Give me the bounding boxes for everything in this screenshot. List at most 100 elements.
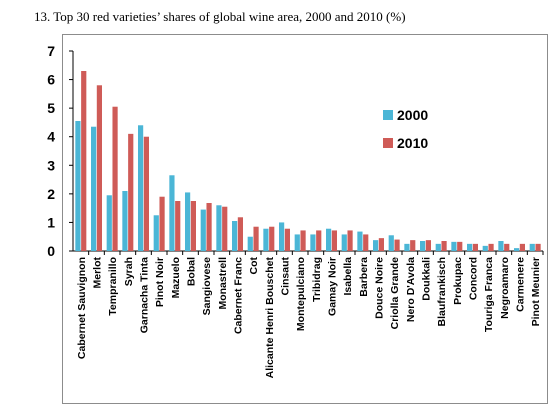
legend-label-2000: 2000 xyxy=(397,107,428,123)
bar-2010 xyxy=(519,243,525,251)
bar-2000 xyxy=(373,240,379,251)
x-tick-label: Alicante Henri Bouschet xyxy=(264,257,276,379)
bar-2010 xyxy=(269,226,275,251)
bar-2000 xyxy=(200,209,206,251)
bar-2000 xyxy=(388,235,394,251)
bar-2000 xyxy=(169,175,175,251)
x-tick-label: Cinsaut xyxy=(280,257,292,296)
bar-2000 xyxy=(122,191,128,251)
x-tick-label: Prokupac xyxy=(452,257,464,305)
bar-2000 xyxy=(185,192,191,251)
chart-frame: 0 1 2 3 4 5 6 7 Cabernet Sauvignon Merlot Temprani… xyxy=(47,34,548,404)
bar-2010 xyxy=(237,217,243,251)
x-tick-label: Merlot xyxy=(92,256,104,288)
bar-2000 xyxy=(341,234,347,251)
bar-2000 xyxy=(91,126,97,251)
x-tick-label: Tempranillo xyxy=(107,257,119,316)
bar-2000 xyxy=(247,236,253,251)
bar-2000 xyxy=(216,205,222,251)
bar-chart: 0 1 2 3 4 5 6 7 Cabernet Sauvignon Merlot Temprani… xyxy=(47,43,544,379)
bar-2010 xyxy=(504,243,510,251)
x-tick-label: Nero D'Avola xyxy=(405,257,417,322)
y-tick-label: 1 xyxy=(47,214,55,230)
x-tick-label: Negroamaro xyxy=(499,257,511,319)
bar-2000 xyxy=(529,243,535,251)
y-tick-label: 7 xyxy=(47,43,55,59)
x-tick-label: Cabernet Sauvignon xyxy=(76,257,88,359)
bar-2010 xyxy=(316,230,322,251)
x-tick-label: Douce Noire xyxy=(374,257,386,319)
bar-2010 xyxy=(457,241,463,251)
bar-2010 xyxy=(300,230,306,251)
bar-2010 xyxy=(222,206,228,251)
x-tick-label: Carmenere xyxy=(515,257,527,312)
x-tick-label: Montepulciano xyxy=(295,257,307,331)
bar-2000 xyxy=(294,234,300,251)
y-tick-label: 6 xyxy=(47,72,55,88)
legend-label-2010: 2010 xyxy=(397,135,428,151)
bar-2000 xyxy=(279,222,285,251)
bar-2010 xyxy=(284,228,290,251)
bar-2010 xyxy=(190,201,196,251)
y-tick-label: 2 xyxy=(47,186,55,202)
y-tick-label: 5 xyxy=(47,100,55,116)
x-tick-label: Gamay Noir xyxy=(327,257,339,316)
legend-swatch-2010 xyxy=(383,138,393,148)
bar-2000 xyxy=(467,243,473,251)
bar-2010 xyxy=(441,241,447,251)
bar-2010 xyxy=(96,85,102,252)
bar-2010 xyxy=(253,226,259,251)
x-tick-label: Sangiovese xyxy=(201,257,213,316)
x-tick-label: Doukkali xyxy=(421,257,433,301)
bar-2010 xyxy=(175,201,181,251)
bar-2010 xyxy=(378,238,384,251)
bar-2000 xyxy=(326,228,332,251)
legend-swatch-2000 xyxy=(383,110,393,120)
bar-2000 xyxy=(482,245,488,251)
bar-2010 xyxy=(488,243,494,251)
bar-2000 xyxy=(153,215,159,251)
x-tick-label: Blaufrankisch xyxy=(436,257,448,326)
bar-2010 xyxy=(159,196,165,251)
x-tick-label: Bobal xyxy=(186,257,198,286)
x-tick-label: Tribidrag xyxy=(311,257,323,302)
x-tick-label: Pinot Noir xyxy=(154,257,166,307)
bar-2010 xyxy=(81,71,87,251)
bar-2010 xyxy=(410,240,416,251)
bar-2000 xyxy=(263,228,269,251)
bar-2000 xyxy=(498,241,504,251)
x-tick-label: Monastrell xyxy=(217,257,229,310)
chart-title: 13. Top 30 red varieties’ shares of glob… xyxy=(34,9,406,24)
x-tick-label: Touriga Franca xyxy=(483,257,495,332)
bar-2010 xyxy=(331,230,337,251)
bar-2000 xyxy=(420,241,426,251)
bar-2000 xyxy=(75,121,81,251)
bar-2000 xyxy=(310,234,316,251)
bar-2000 xyxy=(514,248,520,251)
bar-2010 xyxy=(206,203,212,251)
y-tick-label: 4 xyxy=(47,129,55,145)
y-tick-label: 3 xyxy=(47,157,55,173)
x-tick-label: Pinot Meunier xyxy=(530,257,542,326)
bar-2010 xyxy=(394,239,400,251)
x-tick-label: Cot xyxy=(248,257,260,275)
bar-2010 xyxy=(112,106,118,251)
bar-2000 xyxy=(106,195,112,251)
x-tick-label: Isabella xyxy=(342,257,354,296)
bar-2010 xyxy=(128,133,134,251)
bar-2010 xyxy=(143,136,149,251)
x-tick-label: Criolla Grande xyxy=(389,257,401,330)
bar-2000 xyxy=(232,221,238,251)
bar-2000 xyxy=(404,243,410,251)
x-tick-label: Syrah xyxy=(123,257,135,286)
bar-2000 xyxy=(435,243,441,251)
bar-2010 xyxy=(347,230,353,251)
x-tick-label: Garnacha Tinta xyxy=(139,257,151,333)
bar-2010 xyxy=(425,240,431,251)
y-tick-label: 0 xyxy=(47,243,55,259)
bar-2010 xyxy=(363,234,369,251)
x-tick-label: Mazuelo xyxy=(170,257,182,298)
bar-2000 xyxy=(451,241,457,251)
bar-2000 xyxy=(138,125,144,251)
x-tick-label: Cabernet Franc xyxy=(233,257,245,334)
